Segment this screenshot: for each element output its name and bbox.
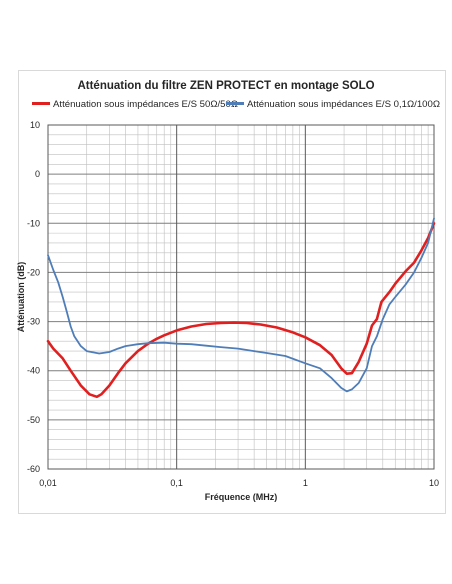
major-grid [47,124,435,470]
x-tick-label: 0,1 [170,478,183,488]
series-line-0 [46,222,436,399]
y-tick-label: 0 [35,169,40,179]
y-tick-label: -40 [27,366,40,376]
y-tick-label: -50 [27,415,40,425]
x-tick-label: 1 [303,478,308,488]
legend-label-0-1-ohm: Atténuation sous impédances E/S 0,1Ω/100… [247,99,441,110]
y-tick-label: 10 [30,120,40,130]
legend-item-50-ohm: Atténuation sous impédances E/S 50Ω/50Ω [32,99,238,110]
tick-labels: 10 0 -10 -20 -30 -40 -50 -60 0,01 0,1 1 10 [27,120,439,488]
chart-title: Atténuation du filtre ZEN PROTECT en mon… [77,80,375,92]
series-layer [46,217,436,399]
y-tick-label: -20 [27,267,40,277]
minor-grid [48,125,434,469]
x-tick-label: 10 [429,478,439,488]
y-tick-label: -60 [27,464,40,474]
y-tick-label: -30 [27,317,40,327]
series-line-1 [47,217,435,393]
y-axis-title: Atténuation (dB) [16,262,26,332]
legend-swatch-blue [226,101,244,105]
y-tick-label: -10 [27,218,40,228]
x-axis-title: Fréquence (MHz) [205,492,278,502]
legend-label-50-ohm: Atténuation sous impédances E/S 50Ω/50Ω [53,99,239,110]
plot-area-border [47,124,435,470]
legend-swatch-red [32,101,50,105]
x-tick-label: 0,01 [39,478,57,488]
legend-item-0-1-ohm: Atténuation sous impédances E/S 0,1Ω/100… [226,99,440,110]
